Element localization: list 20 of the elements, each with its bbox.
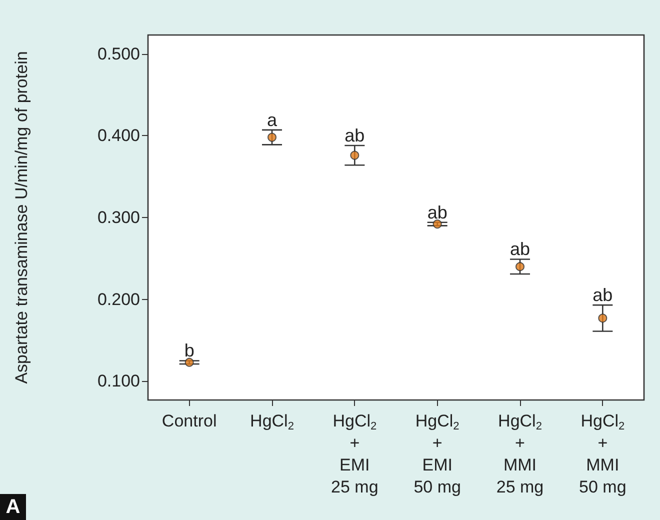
data-label: b	[184, 340, 194, 361]
y-tick-label: 0.100	[97, 372, 140, 391]
data-label: ab	[510, 239, 530, 260]
y-tick-label: 0.500	[97, 44, 140, 64]
point	[350, 150, 360, 160]
point	[516, 262, 524, 272]
point	[432, 220, 442, 229]
y-axis-title: Aspartate transaminase U/min/mg of protein	[12, 51, 31, 384]
y-tick-label: 0.400	[97, 126, 140, 146]
data-label: ab	[344, 125, 365, 146]
x-tick-label: Control	[162, 412, 217, 430]
point	[268, 132, 276, 142]
data-label: ab	[592, 285, 613, 306]
y-tick-label: 0.300	[97, 208, 140, 227]
data-label: a	[266, 110, 278, 130]
y-tick-label: 0.200	[97, 290, 140, 309]
point	[598, 314, 608, 323]
data-label: ab	[427, 202, 448, 222]
text: A	[6, 496, 20, 518]
point	[184, 358, 194, 367]
